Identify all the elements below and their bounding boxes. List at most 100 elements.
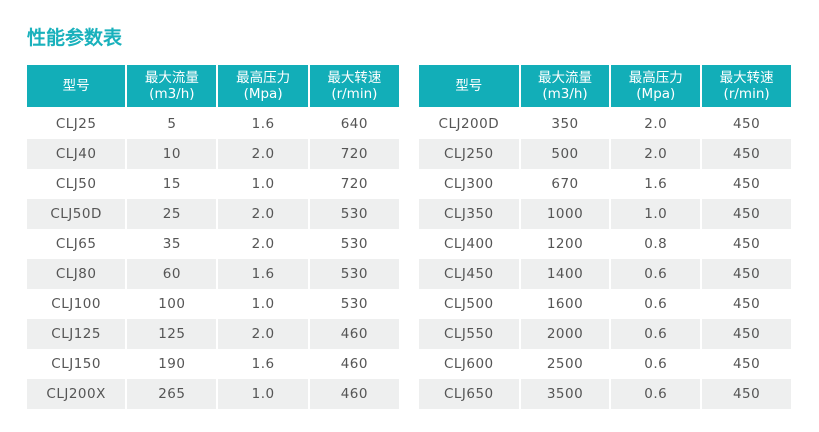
cell-max-pressure: 1.0 xyxy=(218,379,308,409)
header-label: 最高压力 xyxy=(236,70,291,86)
cell-max-pressure: 2.0 xyxy=(218,319,308,349)
cell-max-pressure: 0.6 xyxy=(611,319,701,349)
cell-max-speed: 450 xyxy=(702,139,791,169)
header-label: 最大流量 xyxy=(538,70,593,86)
cell-max-speed: 450 xyxy=(732,296,761,312)
cell-model: CLJ50 xyxy=(55,176,97,192)
cell-max-flow: 1600 xyxy=(546,296,584,312)
cell-max-pressure: 1.0 xyxy=(611,199,701,229)
cell-model: CLJ200D xyxy=(438,116,500,132)
cell-max-flow: 1000 xyxy=(520,199,610,229)
table-row: CLJ100 100 1.0 530 xyxy=(27,289,399,319)
table-row: CLJ150 190 1.6 460 xyxy=(27,349,399,379)
cell-max-speed: 530 xyxy=(309,199,399,229)
cell-max-flow: 1200 xyxy=(546,236,584,252)
table-row: CLJ200X 265 1.0 460 xyxy=(27,379,399,409)
cell-max-flow: 35 xyxy=(162,236,181,252)
cell-max-flow: 190 xyxy=(158,356,186,372)
cell-max-pressure: 1.6 xyxy=(251,356,275,372)
table-row: CLJ125 125 2.0 460 xyxy=(27,319,399,349)
table-row: CLJ300 670 1.6 450 xyxy=(419,169,791,199)
cell-max-pressure: 0.6 xyxy=(644,296,668,312)
cell-max-speed: 460 xyxy=(340,356,368,372)
header-unit: (Mpa) xyxy=(243,86,283,102)
cell-max-pressure: 2.0 xyxy=(611,139,701,169)
cell-max-pressure: 0.6 xyxy=(611,259,701,289)
cell-max-flow: 5 xyxy=(167,116,177,132)
table-row: CLJ350 1000 1.0 450 xyxy=(419,199,791,229)
cell-max-pressure: 1.6 xyxy=(218,259,308,289)
cell-max-speed: 640 xyxy=(340,116,368,132)
header-max-pressure: 最高压力 (Mpa) xyxy=(611,65,701,109)
header-max-flow: 最大流量 (m3/h) xyxy=(520,65,610,109)
cell-max-speed: 530 xyxy=(340,296,368,312)
page-title: 性能参数表 xyxy=(27,27,123,49)
cell-max-speed: 450 xyxy=(702,259,791,289)
cell-max-pressure: 1.0 xyxy=(251,296,275,312)
cell-max-pressure: 1.6 xyxy=(644,176,668,192)
cell-model: CLJ50D xyxy=(27,199,126,229)
cell-model: CLJ40 xyxy=(27,139,126,169)
cell-model: CLJ250 xyxy=(419,139,519,169)
cell-max-flow: 60 xyxy=(127,259,217,289)
performance-table-right: 型号 最大流量 (m3/h) 最高压力 (Mpa) 最大转速 (r/min) CLJ200D 3… xyxy=(417,65,793,409)
header-model: 型号 xyxy=(419,65,519,109)
header-unit: (r/min) xyxy=(331,86,378,102)
cell-model: CLJ300 xyxy=(443,176,494,192)
table-row: CLJ65 35 2.0 530 xyxy=(27,229,399,259)
header-unit: (m3/h) xyxy=(149,86,195,102)
header-unit: (r/min) xyxy=(723,86,770,102)
cell-max-flow: 670 xyxy=(551,176,579,192)
header-unit: (m3/h) xyxy=(542,86,588,102)
table-row: CLJ80 60 1.6 530 xyxy=(27,259,399,289)
cell-max-pressure: 2.0 xyxy=(644,116,668,132)
cell-model: CLJ450 xyxy=(419,259,519,289)
table-row: CLJ600 2500 0.6 450 xyxy=(419,349,791,379)
cell-model: CLJ25 xyxy=(55,116,97,132)
cell-max-speed: 450 xyxy=(732,176,761,192)
cell-max-pressure: 0.8 xyxy=(644,236,668,252)
cell-max-speed: 450 xyxy=(702,379,791,409)
cell-max-speed: 460 xyxy=(309,319,399,349)
cell-max-flow: 15 xyxy=(162,176,181,192)
header-label: 最大转速 xyxy=(327,70,382,86)
cell-max-speed: 450 xyxy=(732,116,761,132)
cell-model: CLJ125 xyxy=(27,319,126,349)
cell-max-flow: 3500 xyxy=(520,379,610,409)
table-row: CLJ250 500 2.0 450 xyxy=(419,139,791,169)
cell-max-pressure: 2.0 xyxy=(218,139,308,169)
header-max-speed: 最大转速 (r/min) xyxy=(702,65,791,109)
cell-max-pressure: 0.6 xyxy=(611,379,701,409)
cell-max-flow: 2500 xyxy=(546,356,584,372)
cell-max-pressure: 1.0 xyxy=(251,176,275,192)
cell-max-flow: 10 xyxy=(127,139,217,169)
cell-max-speed: 450 xyxy=(732,356,761,372)
header-label: 最大转速 xyxy=(719,70,774,86)
header-model: 型号 xyxy=(27,65,126,109)
header-max-flow: 最大流量 (m3/h) xyxy=(127,65,217,109)
cell-max-flow: 2000 xyxy=(520,319,610,349)
header-max-pressure: 最高压力 (Mpa) xyxy=(218,65,308,109)
table-row: CLJ40 10 2.0 720 xyxy=(27,139,399,169)
cell-model: CLJ400 xyxy=(443,236,494,252)
cell-model: CLJ150 xyxy=(51,356,101,372)
cell-model: CLJ650 xyxy=(419,379,519,409)
header-label: 型号 xyxy=(62,78,90,94)
cell-max-flow: 25 xyxy=(127,199,217,229)
header-unit: (Mpa) xyxy=(636,86,676,102)
cell-max-speed: 530 xyxy=(309,259,399,289)
cell-max-pressure: 1.6 xyxy=(251,116,275,132)
cell-max-flow: 265 xyxy=(127,379,217,409)
table-row: CLJ400 1200 0.8 450 xyxy=(419,229,791,259)
cell-model: CLJ550 xyxy=(419,319,519,349)
cell-max-speed: 450 xyxy=(702,319,791,349)
cell-model: CLJ500 xyxy=(443,296,494,312)
table-row: CLJ200D 350 2.0 450 xyxy=(419,109,791,139)
cell-model: CLJ200X xyxy=(27,379,126,409)
cell-max-flow: 125 xyxy=(127,319,217,349)
cell-model: CLJ65 xyxy=(55,236,97,252)
cell-max-flow: 100 xyxy=(158,296,186,312)
cell-max-speed: 450 xyxy=(732,236,761,252)
cell-max-flow: 500 xyxy=(520,139,610,169)
cell-max-flow: 1400 xyxy=(520,259,610,289)
